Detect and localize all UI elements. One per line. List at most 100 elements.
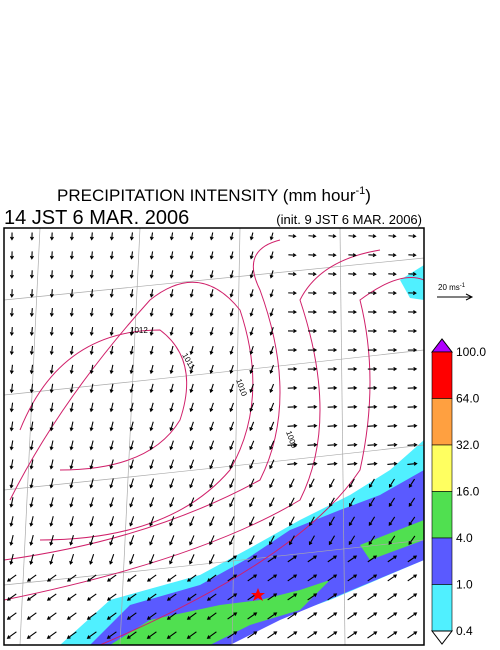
- colorbar-segment: [431, 351, 453, 399]
- wind-arrow: [189, 326, 194, 336]
- location-star: [251, 588, 265, 601]
- wind-arrow: [106, 631, 117, 639]
- wind-arrow: [287, 631, 298, 639]
- wind-arrow: [69, 402, 74, 413]
- map-title: PRECIPITATION INTENSITY (mm hour-1): [57, 185, 371, 205]
- wind-arrow: [166, 631, 177, 639]
- wind-arrow: [49, 345, 54, 356]
- wind-arrow: [89, 364, 94, 375]
- colorbar-label: 100.0: [456, 345, 486, 359]
- wind-arrow: [367, 612, 378, 620]
- wind-arrow: [388, 516, 396, 526]
- wind-arrow: [387, 593, 398, 601]
- wind-arrow: [269, 327, 274, 336]
- wind-arrow: [26, 612, 37, 620]
- wind-arrow: [308, 310, 317, 315]
- wind-arrow: [9, 421, 14, 432]
- wind-arrow: [269, 421, 275, 432]
- vector-key-label: 20 ms-1: [438, 283, 466, 292]
- wind-arrow: [49, 251, 54, 260]
- wind-arrow: [348, 253, 357, 258]
- wind-arrow: [46, 593, 57, 601]
- wind-arrow: [109, 270, 114, 279]
- wind-arrow: [189, 383, 194, 394]
- colorbar-segment: [431, 491, 453, 539]
- wind-arrow: [229, 402, 234, 413]
- wind-arrow: [186, 574, 197, 582]
- wind-arrow: [289, 478, 295, 489]
- wind-arrow: [149, 478, 155, 489]
- wind-arrow: [29, 326, 34, 337]
- wind-arrow: [129, 270, 134, 279]
- wind-arrow: [129, 383, 134, 394]
- wind-arrow: [229, 497, 235, 508]
- wind-arrow: [269, 345, 274, 355]
- wind-arrow: [166, 574, 177, 582]
- wind-arrow: [46, 574, 57, 582]
- wind-arrow: [9, 308, 14, 317]
- wind-arrow: [69, 516, 74, 527]
- wind-arrow: [29, 497, 34, 508]
- wind-arrow: [109, 535, 115, 546]
- wind-arrow: [89, 270, 94, 279]
- wind-arrow: [209, 516, 215, 527]
- wind-arrow: [129, 289, 134, 298]
- wind-arrow: [388, 253, 397, 258]
- wind-arrow: [388, 310, 397, 315]
- wind-arrow: [387, 631, 398, 639]
- wind-arrow: [166, 593, 177, 601]
- wind-arrow: [229, 459, 235, 470]
- wind-arrow: [227, 593, 238, 601]
- wind-arrow: [348, 234, 357, 239]
- wind-arrow: [189, 516, 195, 527]
- wind-arrow: [288, 310, 297, 315]
- wind-arrow: [149, 497, 155, 508]
- wind-arrow: [227, 574, 238, 582]
- wind-arrow: [367, 631, 378, 639]
- wind-arrow: [269, 232, 274, 241]
- wind-arrow: [309, 497, 315, 508]
- wind-arrow: [189, 345, 194, 355]
- wind-arrow: [367, 404, 378, 409]
- wind-arrow: [408, 310, 417, 315]
- wind-arrow: [407, 366, 418, 371]
- wind-arrow: [9, 270, 14, 279]
- wind-arrow: [89, 459, 94, 470]
- wind-arrow: [86, 593, 97, 601]
- wind-arrow: [149, 554, 155, 565]
- wind-arrow: [129, 345, 134, 356]
- wind-arrow: [287, 612, 298, 620]
- wind-arrow: [269, 289, 274, 298]
- wind-arrow: [368, 253, 377, 258]
- wind-arrow: [86, 631, 97, 639]
- wind-arrow: [129, 440, 134, 451]
- wind-arrow: [29, 421, 34, 432]
- wind-arrow: [49, 440, 54, 451]
- wind-arrow: [229, 421, 235, 432]
- wind-arrow: [106, 574, 117, 582]
- wind-arrow: [407, 385, 418, 390]
- wind-arrow: [249, 251, 254, 260]
- wind-arrow: [89, 478, 94, 489]
- wind-arrow: [209, 364, 214, 375]
- wind-arrow: [308, 328, 318, 334]
- wind-arrow: [249, 270, 254, 279]
- wind-arrow: [89, 345, 94, 356]
- wind-arrow: [288, 234, 297, 239]
- wind-arrow: [9, 289, 14, 298]
- wind-arrow: [388, 234, 397, 239]
- wind-arrow: [29, 345, 34, 356]
- wind-arrow: [189, 440, 195, 451]
- wind-arrow: [129, 421, 134, 432]
- wind-arrow: [129, 478, 134, 489]
- colorbar-segment: [431, 398, 453, 446]
- wind-arrow: [209, 308, 214, 317]
- wind-arrow: [348, 272, 357, 277]
- init-time: (init. 9 JST 6 MAR. 2006): [276, 212, 422, 227]
- wind-arrow: [46, 612, 57, 620]
- wind-arrow: [169, 516, 175, 527]
- wind-arrow: [26, 593, 37, 601]
- wind-arrow: [388, 328, 398, 334]
- wind-arrow: [106, 593, 117, 601]
- vector-key-arrow: [437, 293, 474, 301]
